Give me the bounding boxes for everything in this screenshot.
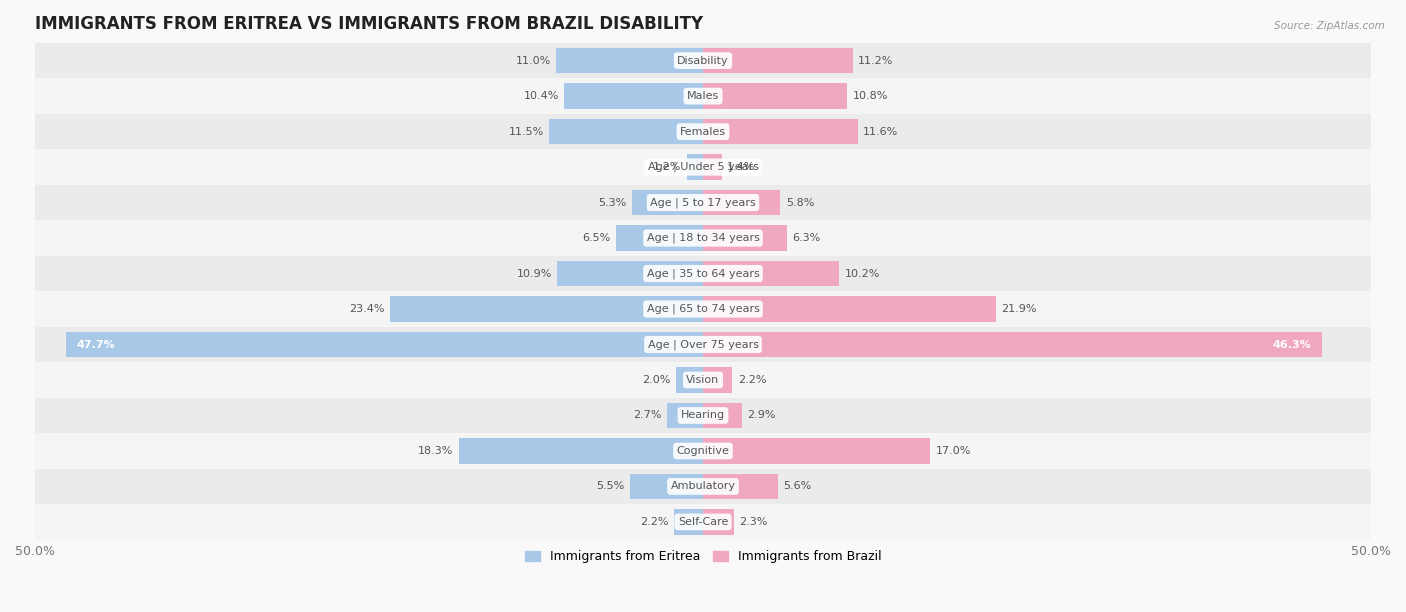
Bar [666, 403, 703, 428]
Bar [703, 225, 787, 251]
Text: 6.3%: 6.3% [793, 233, 821, 243]
Text: 2.3%: 2.3% [740, 517, 768, 527]
Text: Age | Over 75 years: Age | Over 75 years [648, 339, 758, 349]
Text: Females: Females [681, 127, 725, 136]
Bar [703, 332, 1322, 357]
Bar [703, 296, 995, 322]
Bar [555, 48, 703, 73]
Text: 11.0%: 11.0% [516, 56, 551, 65]
Text: 11.6%: 11.6% [863, 127, 898, 136]
Bar [703, 438, 931, 464]
Bar [688, 154, 703, 180]
Text: 2.7%: 2.7% [633, 411, 662, 420]
Bar [616, 225, 703, 251]
Text: Vision: Vision [686, 375, 720, 385]
Bar [35, 504, 1371, 540]
Text: Source: ZipAtlas.com: Source: ZipAtlas.com [1274, 21, 1385, 31]
Text: Disability: Disability [678, 56, 728, 65]
Bar [35, 362, 1371, 398]
Bar [35, 220, 1371, 256]
Text: Age | 65 to 74 years: Age | 65 to 74 years [647, 304, 759, 315]
Text: 10.2%: 10.2% [845, 269, 880, 278]
Bar [35, 327, 1371, 362]
Text: 18.3%: 18.3% [418, 446, 453, 456]
Text: 5.8%: 5.8% [786, 198, 814, 207]
Bar [35, 43, 1371, 78]
Text: 11.5%: 11.5% [509, 127, 544, 136]
Bar [703, 119, 858, 144]
Text: Cognitive: Cognitive [676, 446, 730, 456]
Text: 10.9%: 10.9% [516, 269, 553, 278]
Bar [564, 83, 703, 109]
Bar [673, 509, 703, 535]
Text: 11.2%: 11.2% [858, 56, 893, 65]
Text: Age | 5 to 17 years: Age | 5 to 17 years [650, 197, 756, 208]
Text: Ambulatory: Ambulatory [671, 482, 735, 491]
Text: Hearing: Hearing [681, 411, 725, 420]
Text: 2.9%: 2.9% [747, 411, 776, 420]
Bar [35, 469, 1371, 504]
Text: 17.0%: 17.0% [935, 446, 970, 456]
Text: 2.2%: 2.2% [640, 517, 668, 527]
Text: 2.0%: 2.0% [643, 375, 671, 385]
Bar [676, 367, 703, 393]
Text: 5.6%: 5.6% [783, 482, 811, 491]
Bar [35, 291, 1371, 327]
Bar [703, 403, 742, 428]
Bar [633, 190, 703, 215]
Bar [703, 83, 848, 109]
Text: Males: Males [688, 91, 718, 101]
Text: Self-Care: Self-Care [678, 517, 728, 527]
Text: 5.5%: 5.5% [596, 482, 624, 491]
Text: 5.3%: 5.3% [599, 198, 627, 207]
Bar [391, 296, 703, 322]
Bar [35, 149, 1371, 185]
Text: 46.3%: 46.3% [1272, 340, 1310, 349]
Bar [35, 114, 1371, 149]
Bar [557, 261, 703, 286]
Text: 6.5%: 6.5% [582, 233, 610, 243]
Text: 10.4%: 10.4% [523, 91, 558, 101]
Bar [703, 474, 778, 499]
Text: IMMIGRANTS FROM ERITREA VS IMMIGRANTS FROM BRAZIL DISABILITY: IMMIGRANTS FROM ERITREA VS IMMIGRANTS FR… [35, 15, 703, 33]
Bar [35, 256, 1371, 291]
Text: 47.7%: 47.7% [76, 340, 115, 349]
Text: 2.2%: 2.2% [738, 375, 766, 385]
Bar [703, 261, 839, 286]
Bar [703, 509, 734, 535]
Text: 1.2%: 1.2% [654, 162, 682, 172]
Text: 1.4%: 1.4% [727, 162, 755, 172]
Bar [703, 154, 721, 180]
Bar [458, 438, 703, 464]
Bar [550, 119, 703, 144]
Text: Age | 35 to 64 years: Age | 35 to 64 years [647, 268, 759, 279]
Bar [35, 78, 1371, 114]
Text: 23.4%: 23.4% [350, 304, 385, 314]
Legend: Immigrants from Eritrea, Immigrants from Brazil: Immigrants from Eritrea, Immigrants from… [520, 545, 886, 568]
Bar [703, 367, 733, 393]
Bar [630, 474, 703, 499]
Bar [35, 433, 1371, 469]
Text: 10.8%: 10.8% [852, 91, 889, 101]
Bar [703, 190, 780, 215]
Bar [35, 398, 1371, 433]
Bar [35, 185, 1371, 220]
Bar [703, 48, 852, 73]
Text: 21.9%: 21.9% [1001, 304, 1036, 314]
Text: Age | Under 5 years: Age | Under 5 years [648, 162, 758, 173]
Text: Age | 18 to 34 years: Age | 18 to 34 years [647, 233, 759, 244]
Bar [66, 332, 703, 357]
